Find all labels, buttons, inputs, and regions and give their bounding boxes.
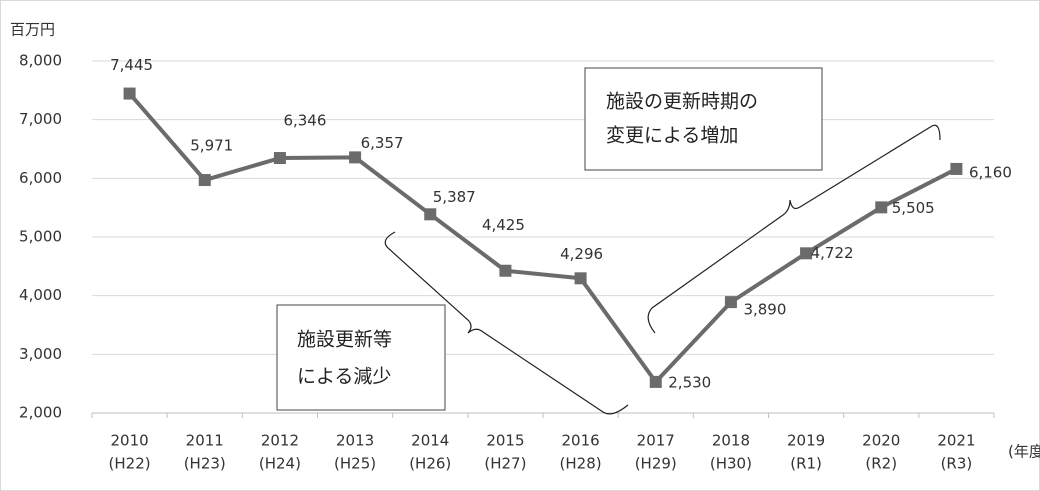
x-tick-label: 2014 [411, 432, 449, 450]
data-label: 4,425 [482, 216, 525, 234]
x-tick-label: (H23) [184, 455, 226, 473]
marker [349, 151, 362, 164]
marker [724, 296, 737, 309]
data-label: 3,890 [743, 301, 786, 319]
x-tick-label: (H27) [484, 455, 526, 473]
marker [499, 264, 512, 277]
x-tick-label: 2019 [787, 432, 825, 450]
x-tick-label: (H22) [109, 455, 151, 473]
annotation-box [276, 304, 446, 411]
data-label: 7,445 [110, 56, 153, 74]
data-label: 5,505 [892, 199, 935, 217]
x-tick-label: (H29) [635, 455, 677, 473]
x-tick-label: 2010 [110, 432, 148, 450]
x-tick-label: 2015 [486, 432, 524, 450]
bracket [647, 124, 941, 334]
annotation-text: による減少 [297, 366, 391, 388]
data-label: 2,530 [668, 373, 711, 391]
data-label: 6,346 [283, 112, 326, 130]
y-tick-label: 2,000 [19, 404, 62, 422]
y-tick-label: 4,000 [19, 286, 62, 304]
data-label: 6,160 [969, 163, 1012, 181]
annotation-text: 変更による増加 [606, 125, 738, 147]
y-tick-label: 8,000 [19, 52, 62, 70]
y-unit: 百万円 [10, 21, 55, 39]
x-unit: (年度) [1008, 443, 1040, 461]
x-tick-label: (H28) [560, 455, 602, 473]
x-tick-label: (H26) [409, 455, 451, 473]
marker [424, 208, 437, 221]
marker [273, 152, 286, 165]
data-label: 4,296 [560, 245, 603, 263]
x-tick-label: 2021 [937, 432, 975, 450]
marker [649, 375, 662, 388]
marker [123, 87, 136, 100]
x-tick-label: 2020 [862, 432, 900, 450]
annotation-text: 施設の更新時期の [606, 91, 758, 113]
marker [800, 247, 813, 260]
x-tick-label: 2012 [261, 432, 299, 450]
x-tick-label: 2011 [186, 432, 224, 450]
y-tick-label: 5,000 [19, 228, 62, 246]
x-tick-label: (R2) [865, 455, 897, 473]
x-tick-label: (H25) [334, 455, 376, 473]
x-tick-label: (H30) [710, 455, 752, 473]
data-label: 4,722 [811, 244, 854, 262]
annotation-box [584, 67, 823, 171]
x-tick-label: (H24) [259, 455, 301, 473]
bracket [384, 231, 629, 415]
marker [574, 272, 587, 285]
marker [950, 162, 963, 175]
x-tick-label: 2016 [561, 432, 599, 450]
marker [875, 201, 888, 214]
marker [198, 174, 211, 187]
data-label: 6,357 [361, 134, 404, 152]
x-tick-label: 2017 [637, 432, 675, 450]
y-tick-label: 6,000 [19, 169, 62, 187]
x-tick-label: 2018 [712, 432, 750, 450]
annotation-text: 施設更新等 [297, 329, 392, 351]
x-tick-label: (R1) [790, 455, 822, 473]
data-label: 5,387 [433, 188, 476, 206]
x-tick-label: (R3) [941, 455, 973, 473]
data-label: 5,971 [190, 137, 233, 155]
y-tick-label: 7,000 [19, 110, 62, 128]
y-tick-label: 3,000 [19, 345, 62, 363]
line [128, 92, 958, 384]
x-tick-label: 2013 [336, 432, 374, 450]
